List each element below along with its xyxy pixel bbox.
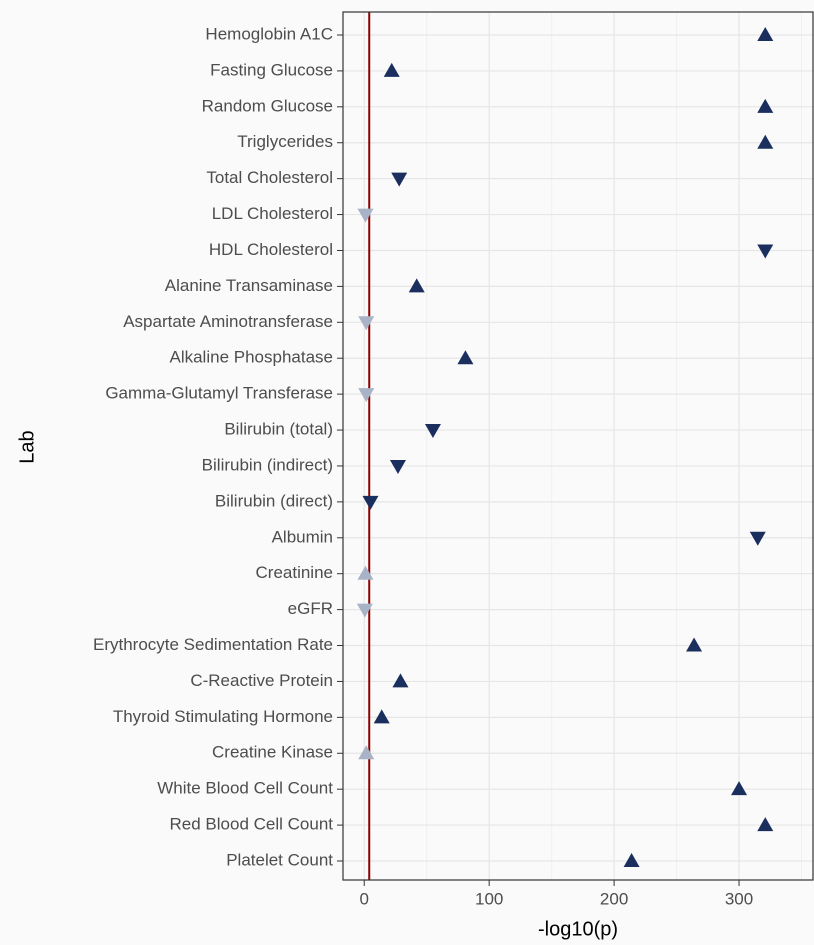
y-tick-label: Bilirubin (indirect) bbox=[202, 455, 333, 474]
point bbox=[358, 316, 375, 331]
point bbox=[749, 531, 766, 546]
y-tick-label: Random Glucose bbox=[202, 96, 333, 115]
point bbox=[357, 565, 374, 580]
x-tick-label: 0 bbox=[360, 889, 369, 908]
y-tick-label: Bilirubin (total) bbox=[224, 420, 333, 439]
y-tick-label: C-Reactive Protein bbox=[190, 671, 333, 690]
panel-border bbox=[342, 11, 814, 881]
y-tick-label: eGFR bbox=[288, 599, 333, 618]
x-tick-label: 300 bbox=[725, 889, 753, 908]
point bbox=[358, 745, 375, 760]
point bbox=[757, 98, 774, 113]
y-tick-label: LDL Cholesterol bbox=[212, 204, 333, 223]
y-tick-label: Fasting Glucose bbox=[210, 60, 333, 79]
y-tick-label: Platelet Count bbox=[226, 850, 333, 869]
x-tick-label: 100 bbox=[475, 889, 503, 908]
y-tick-label: Thyroid Stimulating Hormone bbox=[113, 707, 333, 726]
y-tick-label: Erythrocyte Sedimentation Rate bbox=[93, 635, 333, 654]
point bbox=[383, 62, 400, 77]
y-tick-label: Albumin bbox=[272, 527, 333, 546]
y-tick-label: Alkaline Phosphatase bbox=[169, 348, 333, 367]
point bbox=[392, 673, 409, 688]
y-tick-label: Gamma-Glutamyl Transferase bbox=[105, 384, 333, 403]
point bbox=[757, 244, 774, 259]
y-tick-label: Creatine Kinase bbox=[212, 743, 333, 762]
point bbox=[391, 172, 408, 187]
point bbox=[757, 817, 774, 832]
point bbox=[362, 495, 379, 510]
point bbox=[357, 208, 374, 223]
point bbox=[389, 459, 406, 474]
y-tick-label: HDL Cholesterol bbox=[209, 240, 333, 259]
point bbox=[358, 388, 375, 403]
point bbox=[757, 134, 774, 149]
y-tick-label: Creatinine bbox=[256, 563, 334, 582]
y-tick-label: Aspartate Aminotransferase bbox=[123, 312, 333, 331]
point bbox=[408, 278, 425, 293]
point bbox=[373, 709, 390, 724]
point bbox=[457, 350, 474, 365]
point bbox=[686, 637, 703, 652]
y-tick-label: Red Blood Cell Count bbox=[170, 815, 334, 834]
x-axis-title: -log10(p) bbox=[538, 918, 618, 940]
point bbox=[623, 853, 640, 867]
x-tick-label: 200 bbox=[600, 889, 628, 908]
point bbox=[356, 603, 373, 618]
y-tick-label: Total Cholesterol bbox=[206, 168, 333, 187]
y-tick-label: Bilirubin (direct) bbox=[215, 491, 333, 510]
y-tick-label: Alanine Transaminase bbox=[165, 276, 333, 295]
y-tick-label: Triglycerides bbox=[237, 132, 333, 151]
y-axis-title: Lab bbox=[16, 430, 38, 463]
point bbox=[424, 424, 441, 439]
y-tick-label: Hemoglobin A1C bbox=[205, 24, 333, 43]
point bbox=[731, 781, 748, 796]
point bbox=[757, 27, 774, 41]
y-tick-label: White Blood Cell Count bbox=[157, 779, 333, 798]
